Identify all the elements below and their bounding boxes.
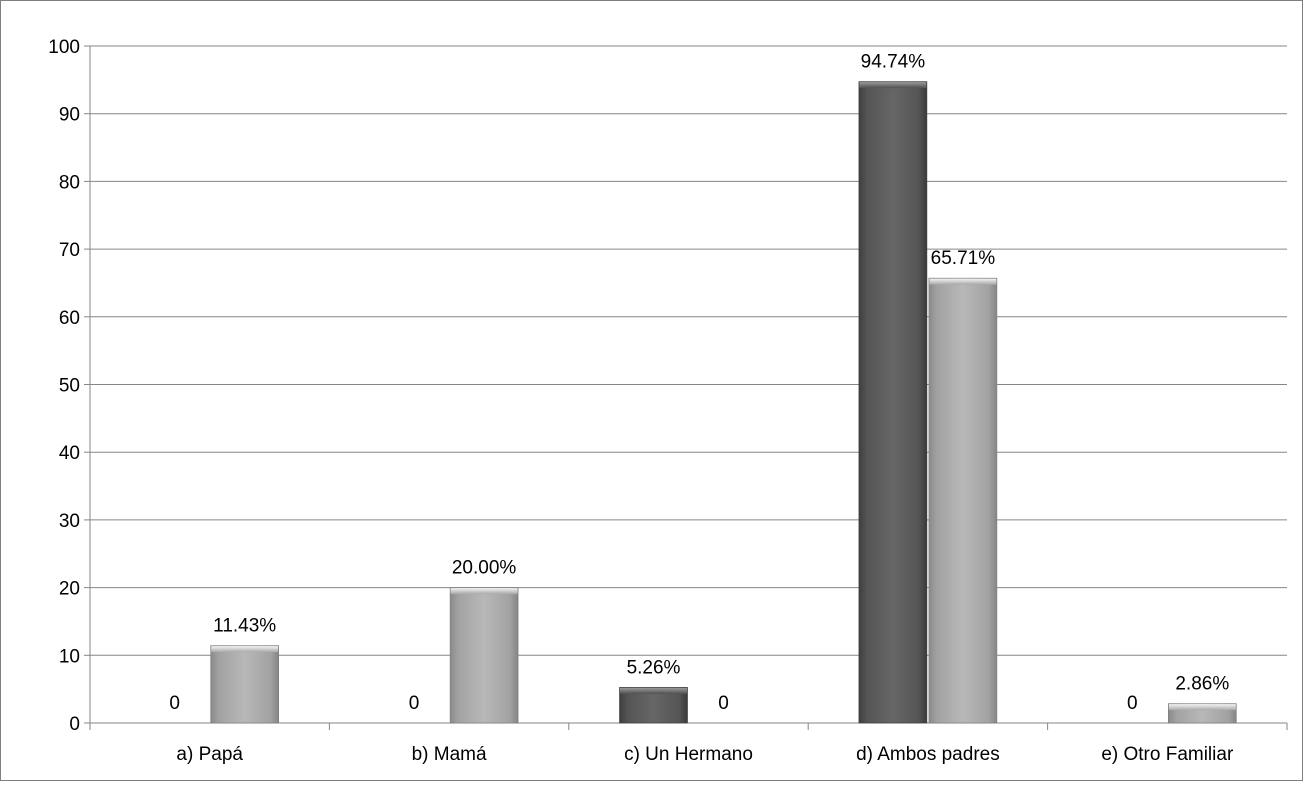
x-tick-label: c) Un Hermano [624, 744, 753, 765]
bar-highlight [859, 82, 927, 89]
y-tick-label: 40 [59, 443, 80, 464]
x-tick-label: a) Papá [176, 744, 243, 765]
bar-highlight [620, 687, 687, 694]
x-tick-label: e) Otro Familiar [1101, 744, 1234, 765]
data-label: 11.43% [213, 616, 276, 637]
data-label: 65.71% [931, 248, 996, 269]
y-tick-label: 60 [59, 308, 80, 329]
y-tick-label: 100 [48, 37, 80, 58]
y-tick-label: 50 [59, 376, 80, 397]
bar-series-2 [210, 645, 279, 724]
data-label: 0 [718, 693, 729, 714]
x-tick-label: b) Mamá [412, 744, 487, 765]
y-tick-label: 10 [59, 646, 80, 667]
bar-series-2 [928, 277, 998, 724]
bar-series-2 [449, 587, 519, 724]
bar-highlight [1168, 704, 1236, 711]
data-label: 20.00% [452, 558, 517, 579]
data-label: 0 [169, 693, 180, 714]
y-tick-label: 90 [59, 105, 80, 126]
bar-highlight [211, 646, 279, 653]
y-tick-label: 80 [59, 172, 80, 193]
bar-highlight [450, 588, 518, 595]
data-label: 0 [1127, 693, 1138, 714]
data-label: 5.26% [627, 657, 681, 678]
bar-series-1 [858, 81, 928, 724]
y-tick-label: 30 [59, 511, 80, 532]
y-tick-label: 70 [59, 240, 80, 261]
y-tick-label: 0 [69, 714, 80, 735]
data-label: 2.86% [1175, 674, 1229, 695]
y-tick-label: 20 [59, 579, 80, 600]
x-tick-label: d) Ambos padres [856, 744, 1000, 765]
data-label: 94.74% [861, 52, 926, 73]
bar-highlight [929, 278, 997, 285]
data-label: 0 [409, 693, 420, 714]
